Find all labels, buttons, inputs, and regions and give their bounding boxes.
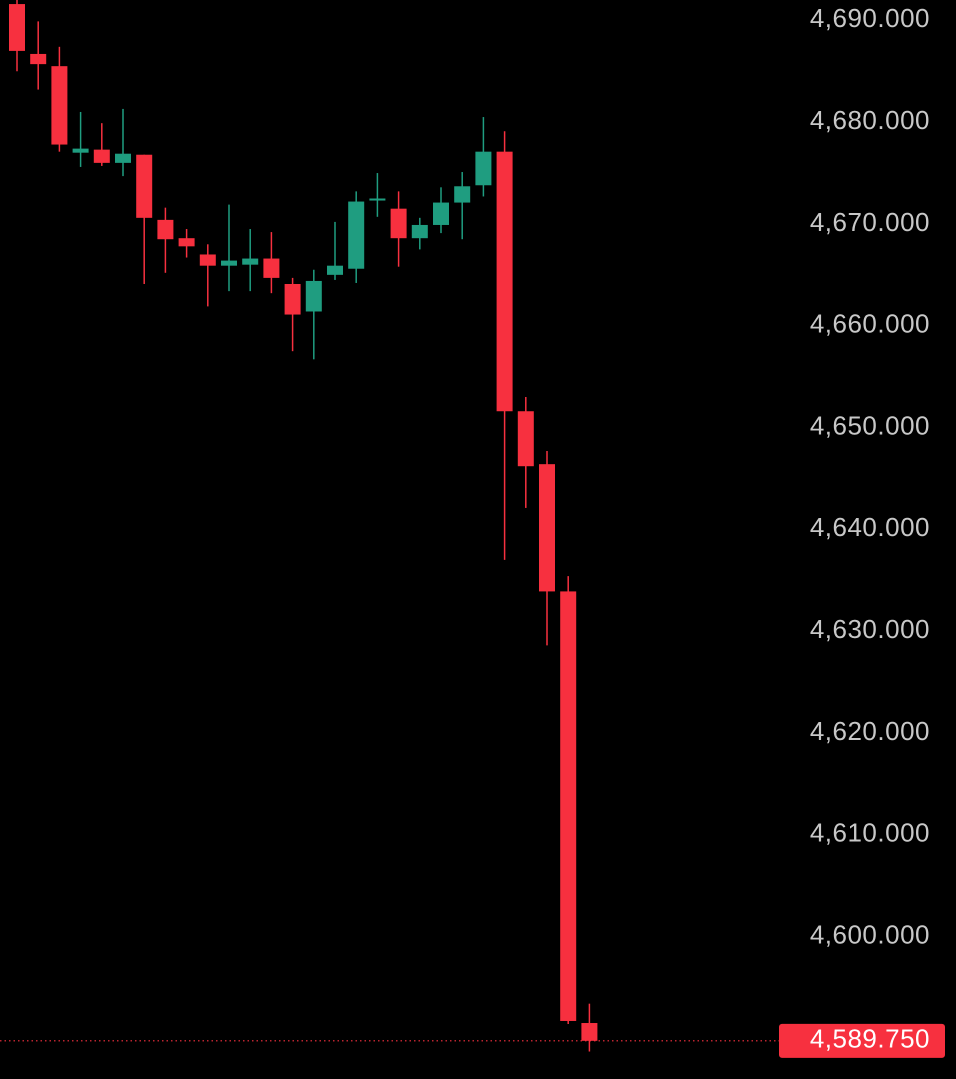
candle-body <box>327 265 343 275</box>
candle-body <box>157 219 174 240</box>
candle-body <box>263 258 280 278</box>
y-tick-label: 4,680.000 <box>810 105 930 135</box>
candle-body <box>411 224 428 239</box>
candle-body <box>221 260 237 266</box>
candle-body <box>539 464 555 592</box>
candle-body <box>475 151 492 186</box>
last-price-box <box>779 1023 945 1058</box>
candle-body <box>560 591 577 1021</box>
candle-body <box>390 208 407 239</box>
y-tick-label: 4,670.000 <box>810 207 930 237</box>
candle-body <box>30 53 47 65</box>
candle-body <box>284 284 301 315</box>
y-tick-label: 4,620.000 <box>810 716 930 746</box>
y-tick-label: 4,640.000 <box>810 512 930 542</box>
candle-body <box>178 238 195 247</box>
y-tick-label: 4,630.000 <box>810 614 930 644</box>
y-tick-label: 4,690.000 <box>810 3 930 33</box>
candle-body <box>348 201 365 269</box>
candle-body <box>9 4 25 51</box>
candle-body <box>581 1023 598 1041</box>
candle-body <box>242 258 259 265</box>
candle-body <box>454 186 471 203</box>
candle-body <box>517 411 534 467</box>
last-price-label: 4,589.750 <box>810 1024 930 1054</box>
candle-body <box>496 151 513 412</box>
candle-body <box>433 202 449 225</box>
candle-body <box>51 66 68 145</box>
y-tick-label: 4,610.000 <box>810 818 930 848</box>
candle-body <box>305 280 322 312</box>
y-tick-label: 4,600.000 <box>810 919 930 949</box>
y-tick-label: 4,650.000 <box>810 410 930 440</box>
candle-body <box>199 254 216 266</box>
candle-body <box>72 148 89 153</box>
candle-body <box>93 149 110 163</box>
candle-body <box>369 198 386 201</box>
candle-body <box>115 153 131 163</box>
y-tick-label: 4,660.000 <box>810 309 930 339</box>
candle-body <box>136 154 153 218</box>
